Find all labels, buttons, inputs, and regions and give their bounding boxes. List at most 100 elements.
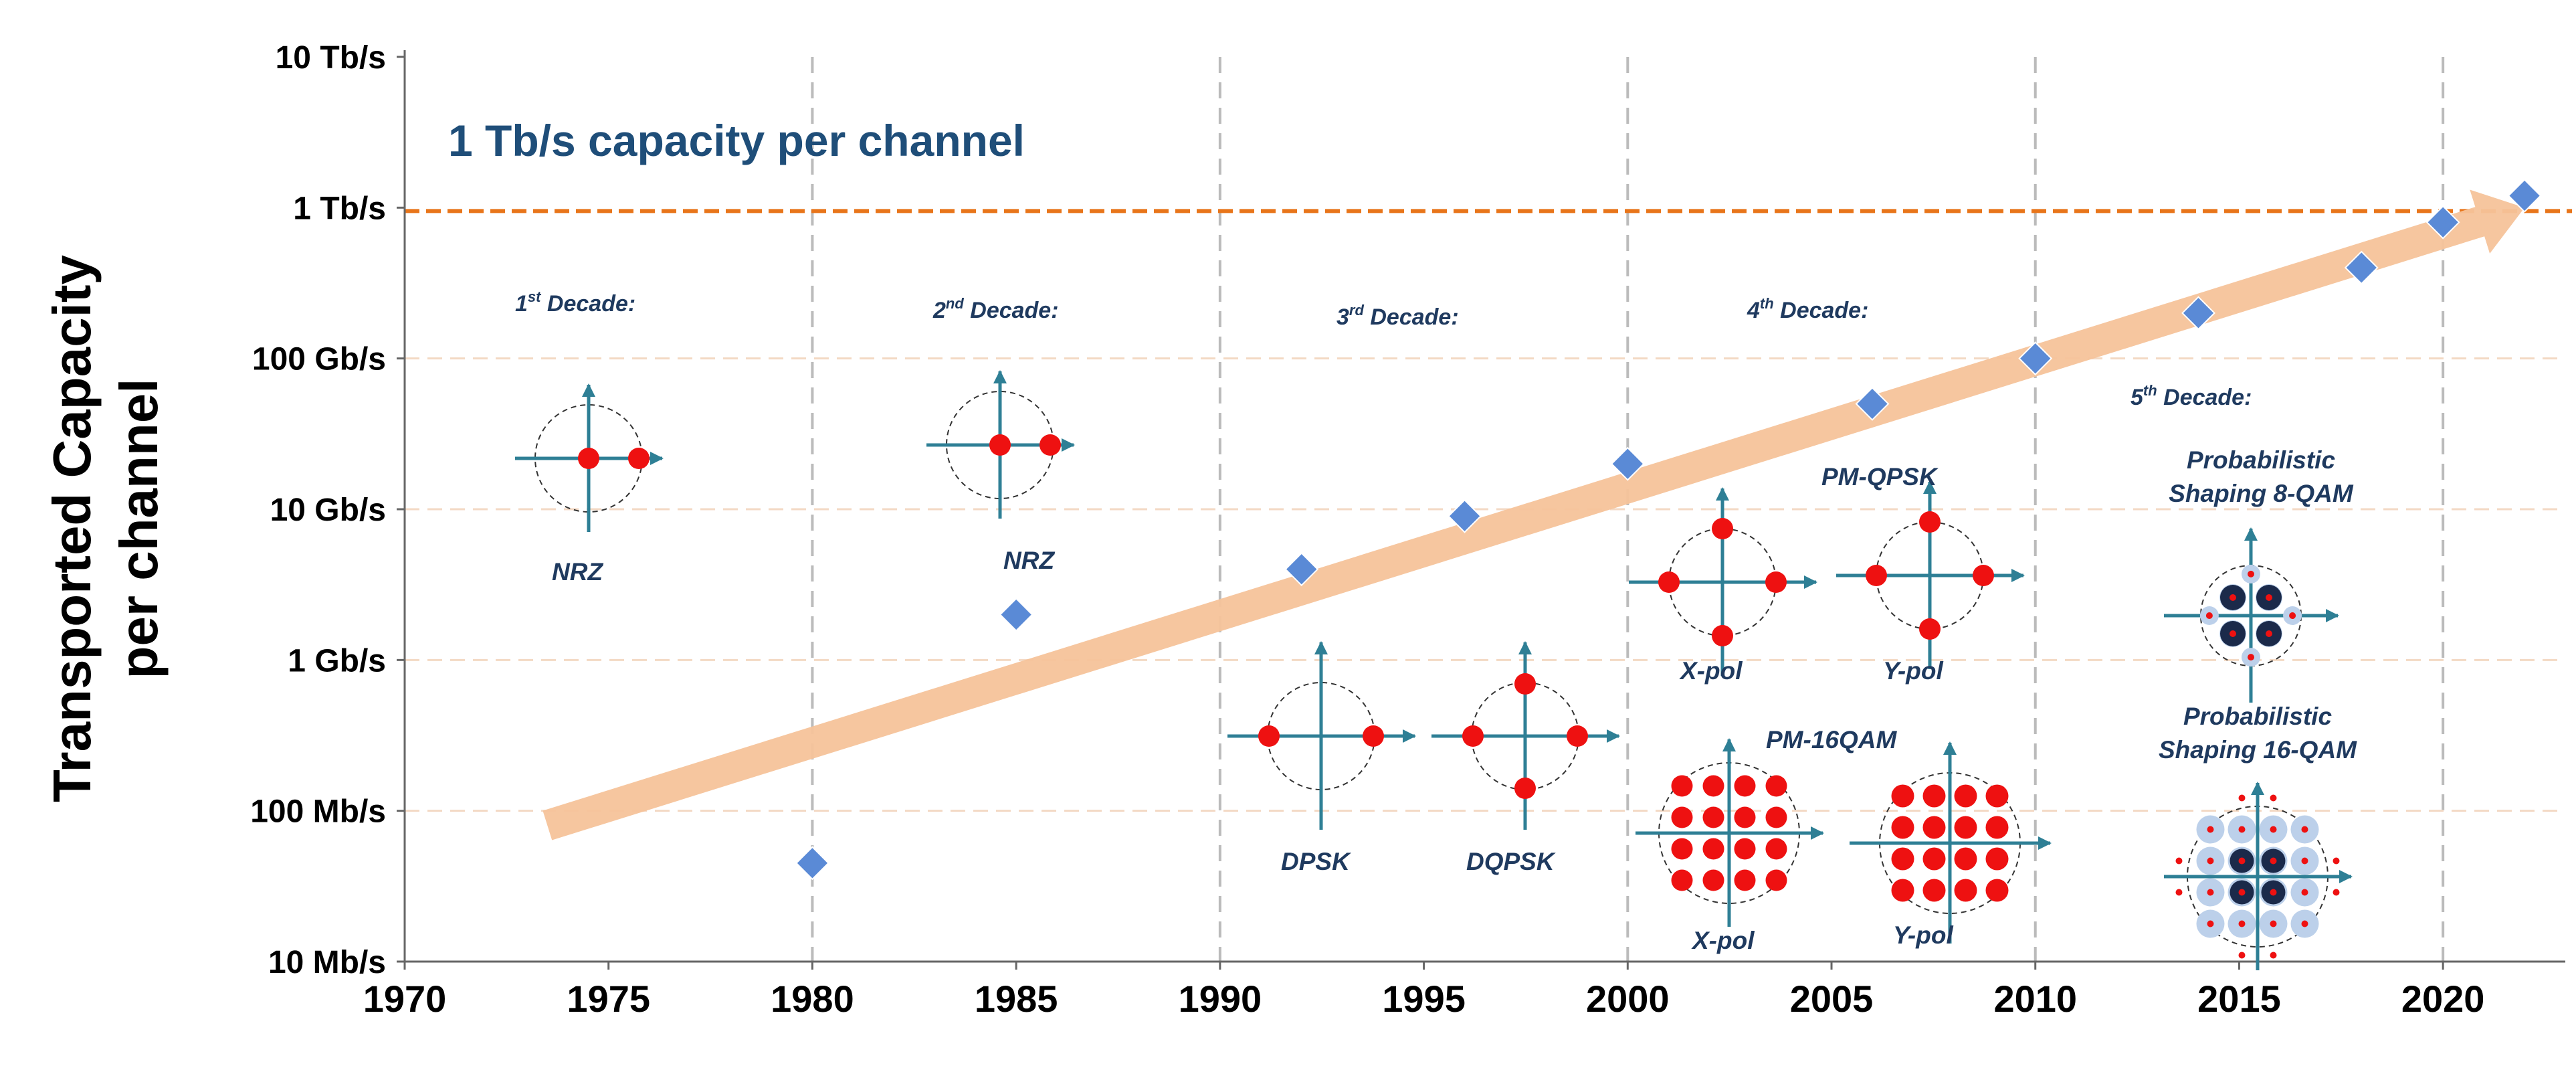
ps16qam-point bbox=[2238, 826, 2246, 833]
label-pm-qpsk: PM-QPSK bbox=[1821, 463, 1939, 490]
ps16qam-center-dot bbox=[2270, 857, 2277, 865]
qpsk-xpol-point bbox=[1658, 571, 1680, 593]
x-tick-label-9: 2015 bbox=[2197, 978, 2281, 1020]
ps16qam-point bbox=[2270, 920, 2277, 927]
x-tick-label-6: 2000 bbox=[1586, 978, 1670, 1020]
dpsk-point bbox=[1258, 725, 1280, 747]
ps16qam-point bbox=[2238, 952, 2246, 959]
y-tick-label-0: 10 Mb/s bbox=[268, 945, 386, 980]
ps8qam bbox=[2164, 527, 2339, 703]
ps16qam-point bbox=[2270, 826, 2277, 833]
ps16qam-point bbox=[2238, 920, 2246, 927]
dpsk-point bbox=[1363, 725, 1384, 747]
qpsk-xpol-point bbox=[1765, 571, 1787, 593]
data-point-1992 bbox=[1284, 552, 1319, 587]
qam-ypol-point bbox=[1922, 879, 1946, 902]
qam-ypol-point bbox=[1954, 879, 1977, 902]
qam-xpol-point bbox=[1734, 838, 1756, 860]
label-pm-16qam: PM-16QAM bbox=[1766, 726, 1897, 753]
nrz-2-point bbox=[1039, 434, 1061, 456]
nrz-1-point bbox=[578, 448, 599, 469]
ps16qam-point bbox=[2270, 952, 2277, 959]
label-16qam-ypol: Y-pol bbox=[1893, 921, 1953, 949]
label-qpsk-xpol: X-pol bbox=[1679, 657, 1743, 685]
qpsk-xpol-point bbox=[1712, 625, 1733, 646]
data-point-2010 bbox=[2018, 341, 2053, 376]
qam-xpol-point bbox=[1734, 869, 1756, 891]
qpsk-ypol bbox=[1836, 480, 2025, 669]
ps16qam-point bbox=[2270, 794, 2277, 802]
qam-xpol-point bbox=[1702, 775, 1724, 797]
qam-xpol-point bbox=[1734, 775, 1756, 797]
ps16qam bbox=[2164, 782, 2353, 970]
qam-ypol-point bbox=[1954, 784, 1977, 808]
qpsk-xpol-point bbox=[1712, 518, 1733, 539]
ps16qam-center-dot bbox=[2238, 889, 2246, 896]
qam-ypol-point bbox=[1922, 784, 1946, 808]
qam-ypol-point bbox=[1922, 847, 1946, 871]
decade-labels: 1st Decade: 2nd Decade: 3rd Decade: 4th Dec… bbox=[515, 288, 2252, 410]
data-point-1985 bbox=[999, 598, 1033, 632]
qam-ypol-point bbox=[1985, 847, 2009, 871]
qam-ypol bbox=[1850, 741, 2052, 944]
ps8qam-center-dot bbox=[2266, 594, 2272, 601]
data-point-2022 bbox=[2507, 179, 2542, 213]
ps8qam-point bbox=[2248, 570, 2254, 577]
qam-xpol-point bbox=[1765, 775, 1787, 797]
nrz-1-point bbox=[628, 448, 650, 469]
ps16qam-point bbox=[2301, 826, 2308, 833]
x-tick-label-3: 1985 bbox=[975, 978, 1058, 1020]
label-16qam-xpol: X-pol bbox=[1691, 927, 1755, 954]
qam-ypol-point bbox=[1985, 784, 2009, 808]
data-point-2000 bbox=[1610, 446, 1645, 481]
y-tick-label-3: 10 Gb/s bbox=[270, 493, 386, 528]
decade-label-3: 3rd Decade: bbox=[1336, 302, 1459, 330]
dqpsk-point bbox=[1514, 778, 1536, 799]
ps16qam-point bbox=[2207, 920, 2214, 927]
x-tick-labels: 1970 1975 1980 1985 1990 1995 2000 2005 2010 2015… bbox=[363, 978, 2485, 1020]
qam-xpol-point bbox=[1671, 806, 1693, 828]
y-tick-label-6: 10 Tb/s bbox=[276, 40, 386, 76]
decade-label-2: 2nd Decade: bbox=[932, 295, 1059, 323]
label-dqpsk: DQPSK bbox=[1466, 848, 1556, 875]
qam-xpol-point bbox=[1702, 806, 1724, 828]
data-point-2014 bbox=[2181, 296, 2215, 331]
y-axis-label-line1: Transported Capacity bbox=[42, 254, 102, 802]
data-point-2018 bbox=[2344, 250, 2379, 285]
qpsk-ypol-point bbox=[1866, 565, 1887, 586]
x-tick-label-1: 1975 bbox=[567, 978, 650, 1020]
qam-xpol-point bbox=[1671, 869, 1693, 891]
dpsk bbox=[1227, 641, 1416, 830]
data-point-2020 bbox=[2425, 205, 2460, 240]
qam-xpol-point bbox=[1671, 775, 1693, 797]
nrz-2-point bbox=[989, 434, 1011, 456]
label-ps8-line2: Shaping 8-QAM bbox=[2169, 480, 2354, 507]
x-tick-label-2: 1980 bbox=[771, 978, 854, 1020]
ps8qam-center-dot bbox=[2230, 594, 2236, 601]
label-dpsk: DPSK bbox=[1281, 848, 1351, 875]
qpsk-ypol-point bbox=[1973, 565, 1994, 586]
ps16qam-point bbox=[2207, 857, 2214, 865]
qam-xpol-point bbox=[1671, 838, 1693, 860]
qam-ypol-point bbox=[1954, 847, 1977, 871]
data-point-1996 bbox=[1448, 499, 1482, 533]
x-tick-label-5: 1995 bbox=[1382, 978, 1466, 1020]
ps8qam-center-dot bbox=[2230, 630, 2236, 637]
decade-label-5: 5th Decade: bbox=[2131, 382, 2252, 410]
qam-xpol-point bbox=[1702, 869, 1724, 891]
data-points bbox=[795, 179, 2542, 881]
nrz-1 bbox=[515, 383, 664, 532]
dqpsk-point bbox=[1462, 725, 1484, 747]
ps16qam-point bbox=[2333, 857, 2340, 865]
label-nrz-1: NRZ bbox=[552, 558, 603, 586]
decade-label-4: 4th Decade: bbox=[1747, 295, 1868, 323]
modulation-labels: NRZ NRZ DPSK DQPSK PM-QPSK X-pol Y-pol P… bbox=[552, 446, 2357, 954]
ps8qam-point bbox=[2248, 654, 2254, 661]
x-tick-label-7: 2005 bbox=[1790, 978, 1874, 1020]
y-tick-label-5: 1 Tb/s bbox=[293, 191, 386, 226]
label-qpsk-ypol: Y-pol bbox=[1883, 657, 1943, 685]
qam-xpol-point bbox=[1765, 869, 1787, 891]
qpsk-xpol bbox=[1629, 487, 1817, 676]
label-nrz-2: NRZ bbox=[1003, 547, 1055, 574]
y-tick-labels: 10 Mb/s 100 Mb/s 1 Gb/s 10 Gb/s 100 Gb/s 1 Tb… bbox=[250, 40, 386, 980]
